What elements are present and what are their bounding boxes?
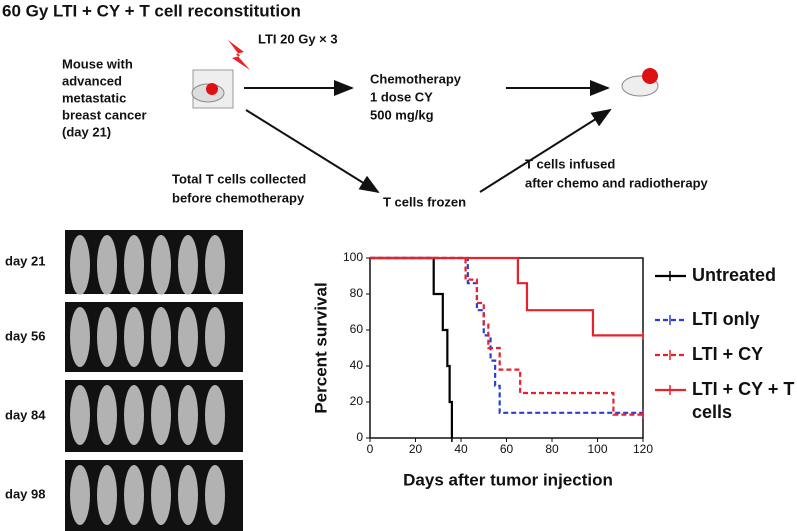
mouse-description: metastatic: [62, 90, 126, 105]
y-tick-label: 100: [343, 250, 363, 264]
mouse-image: [205, 385, 225, 445]
mouse-image: [151, 465, 171, 525]
mouse-image: [178, 235, 198, 295]
x-axis-label: Days after tumor injection: [403, 470, 613, 489]
mouse-image: [205, 235, 225, 295]
mouse-description: advanced: [62, 73, 122, 88]
mouse-image: [124, 385, 144, 445]
arrow: [479, 108, 612, 193]
legend-entry: LTI + CY: [692, 344, 764, 364]
bolt: [228, 40, 250, 70]
tumor-icon: [642, 68, 658, 84]
mouse-image: [97, 385, 117, 445]
legend-label: LTI + CY: [692, 344, 764, 364]
mouse-description: (day 21): [62, 124, 111, 139]
legend-entry: LTI only: [692, 309, 760, 329]
legend-label: LTI only: [692, 309, 760, 329]
title: 60 Gy LTI + CY + T cell reconstitution: [2, 1, 301, 20]
y-tick-label: 40: [350, 358, 364, 372]
mouse-image: [124, 235, 144, 295]
mouse-image: [124, 307, 144, 367]
x-tick-label: 40: [454, 442, 468, 456]
y-axis-label: Percent survival: [311, 282, 330, 413]
infused-label: after chemo and radiotherapy: [525, 175, 709, 190]
mouse-image: [97, 235, 117, 295]
x-tick-label: 80: [545, 442, 559, 456]
mouse-description: Mouse with: [62, 56, 133, 71]
legend-label: Untreated: [692, 265, 777, 285]
day-label: day 21: [5, 253, 45, 268]
chemo-label: 500 mg/kg: [370, 107, 434, 122]
x-tick-label: 20: [409, 442, 423, 456]
y-tick-label: 60: [350, 322, 364, 336]
mouse-image: [70, 235, 90, 295]
survival-curve: [370, 256, 643, 414]
legend-entry: LTI + CY + T cells: [692, 379, 795, 422]
mouse-image: [151, 235, 171, 295]
legend-entry: Untreated: [692, 265, 777, 285]
day-label: day 56: [5, 328, 45, 343]
day-label: day 84: [5, 407, 46, 422]
day-label: day 98: [5, 486, 45, 501]
schematic: LTI 20 Gy × 3: [191, 31, 659, 194]
tumor-icon: [206, 83, 218, 95]
mouse-image: [151, 385, 171, 445]
x-tick-label: 60: [500, 442, 514, 456]
chemo-label: 1 dose CY: [370, 89, 433, 104]
arrow: [245, 109, 380, 194]
mouse-image: [70, 385, 90, 445]
radiation-label: LTI 20 Gy × 3: [258, 31, 338, 46]
mouse-image: [205, 465, 225, 525]
mouse-image: [97, 307, 117, 367]
plot-frame: [369, 257, 644, 439]
x-tick-label: 100: [587, 442, 607, 456]
mouse-image: [178, 385, 198, 445]
infused-label: T cells infused: [525, 156, 615, 171]
x-tick-label: 0: [367, 442, 374, 456]
mouse-image: [70, 465, 90, 525]
mouse-image: [178, 465, 198, 525]
survival-curve: [370, 256, 453, 438]
y-tick-label: 20: [350, 394, 364, 408]
mouse-description: breast cancer: [62, 107, 147, 122]
chemo-label: Chemotherapy: [370, 71, 462, 86]
survival-curve: [370, 256, 643, 416]
mouse-image: [124, 465, 144, 525]
collected-label: Total T cells collected: [172, 171, 306, 186]
mouse-image: [178, 307, 198, 367]
mouse-image: [70, 307, 90, 367]
frozen-label: T cells frozen: [383, 194, 466, 209]
mouse-image: [97, 465, 117, 525]
y-tick-label: 80: [350, 286, 364, 300]
x-tick-label: 120: [633, 442, 653, 456]
legend-label: LTI + CY + T cells: [692, 379, 795, 422]
collected-label: before chemotherapy: [172, 190, 305, 205]
mouse-image: [205, 307, 225, 367]
survival-curve: [370, 256, 643, 337]
y-tick-label: 0: [356, 430, 363, 444]
mouse-image: [151, 307, 171, 367]
